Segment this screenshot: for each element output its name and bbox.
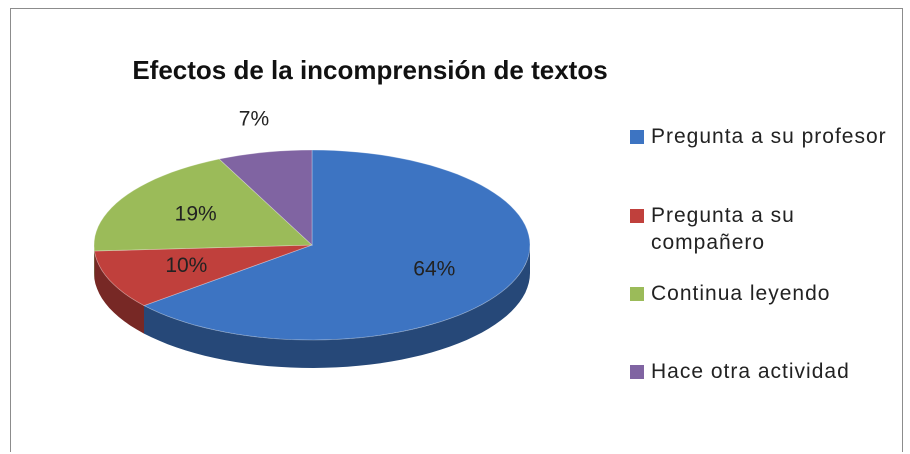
legend-swatch [630, 130, 644, 144]
pie-slice [142, 149, 531, 341]
data-label: 7% [239, 107, 269, 130]
legend-label: Pregunta a su compañero [651, 204, 795, 254]
pie-slice-side [94, 251, 144, 334]
data-label: 10% [165, 254, 207, 277]
pie-slice [93, 158, 313, 252]
legend-item: Pregunta a su profesor [630, 123, 896, 150]
legend-swatch [630, 287, 644, 301]
pie-slice [218, 149, 313, 246]
legend-label: Continua leyendo [651, 282, 831, 305]
pie-slice-side [144, 245, 530, 368]
legend-swatch [630, 209, 644, 223]
data-label: 19% [175, 203, 217, 226]
legend-swatch [630, 365, 644, 379]
legend-item: Hace otra actividad [630, 358, 896, 385]
pie-slice [93, 244, 313, 307]
chart-title: Efectos de la incomprensión de textos [132, 55, 607, 85]
data-label: 64% [413, 258, 455, 281]
chart-border [10, 8, 903, 452]
legend-item: Continua leyendo [630, 280, 896, 307]
legend-label: Pregunta a su profesor [651, 125, 887, 148]
legend-label: Hace otra actividad [651, 360, 850, 383]
legend-item: Pregunta a su compañero [630, 202, 896, 256]
